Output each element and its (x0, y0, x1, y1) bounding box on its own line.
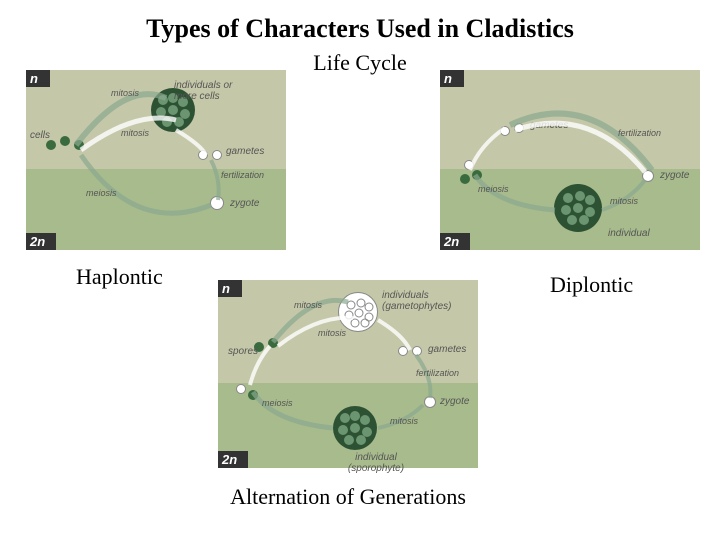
haplontic-diagram: n 2n individuals or more cells cells gam… (26, 70, 286, 250)
mitosis-label-3: mitosis (390, 416, 418, 426)
meiosis-label: meiosis (262, 398, 293, 408)
mitosis-label-2: mitosis (318, 328, 346, 338)
alternation-label: Alternation of Generations (218, 484, 478, 510)
alternation-diagram: n 2n individuals (gametophytes) spores g… (218, 280, 478, 468)
diplontic-label: Diplontic (550, 272, 633, 298)
diplontic-diagram: n 2n gametes zygote individual fertiliza… (440, 70, 700, 250)
fertilization-label: fertilization (416, 368, 459, 378)
meiosis-label: meiosis (86, 188, 117, 198)
haplontic-label: Haplontic (76, 264, 163, 290)
fertilization-label: fertilization (221, 170, 264, 180)
cycle-arcs (26, 70, 286, 250)
mitosis-label: mitosis (111, 88, 139, 98)
fertilization-label: fertilization (618, 128, 661, 138)
page-title: Types of Characters Used in Cladistics (0, 14, 720, 44)
cycle-arcs (440, 70, 700, 250)
mitosis-label: mitosis (294, 300, 322, 310)
meiosis-label: meiosis (478, 184, 509, 194)
mitosis-label: mitosis (610, 196, 638, 206)
mitosis-label-2: mitosis (121, 128, 149, 138)
